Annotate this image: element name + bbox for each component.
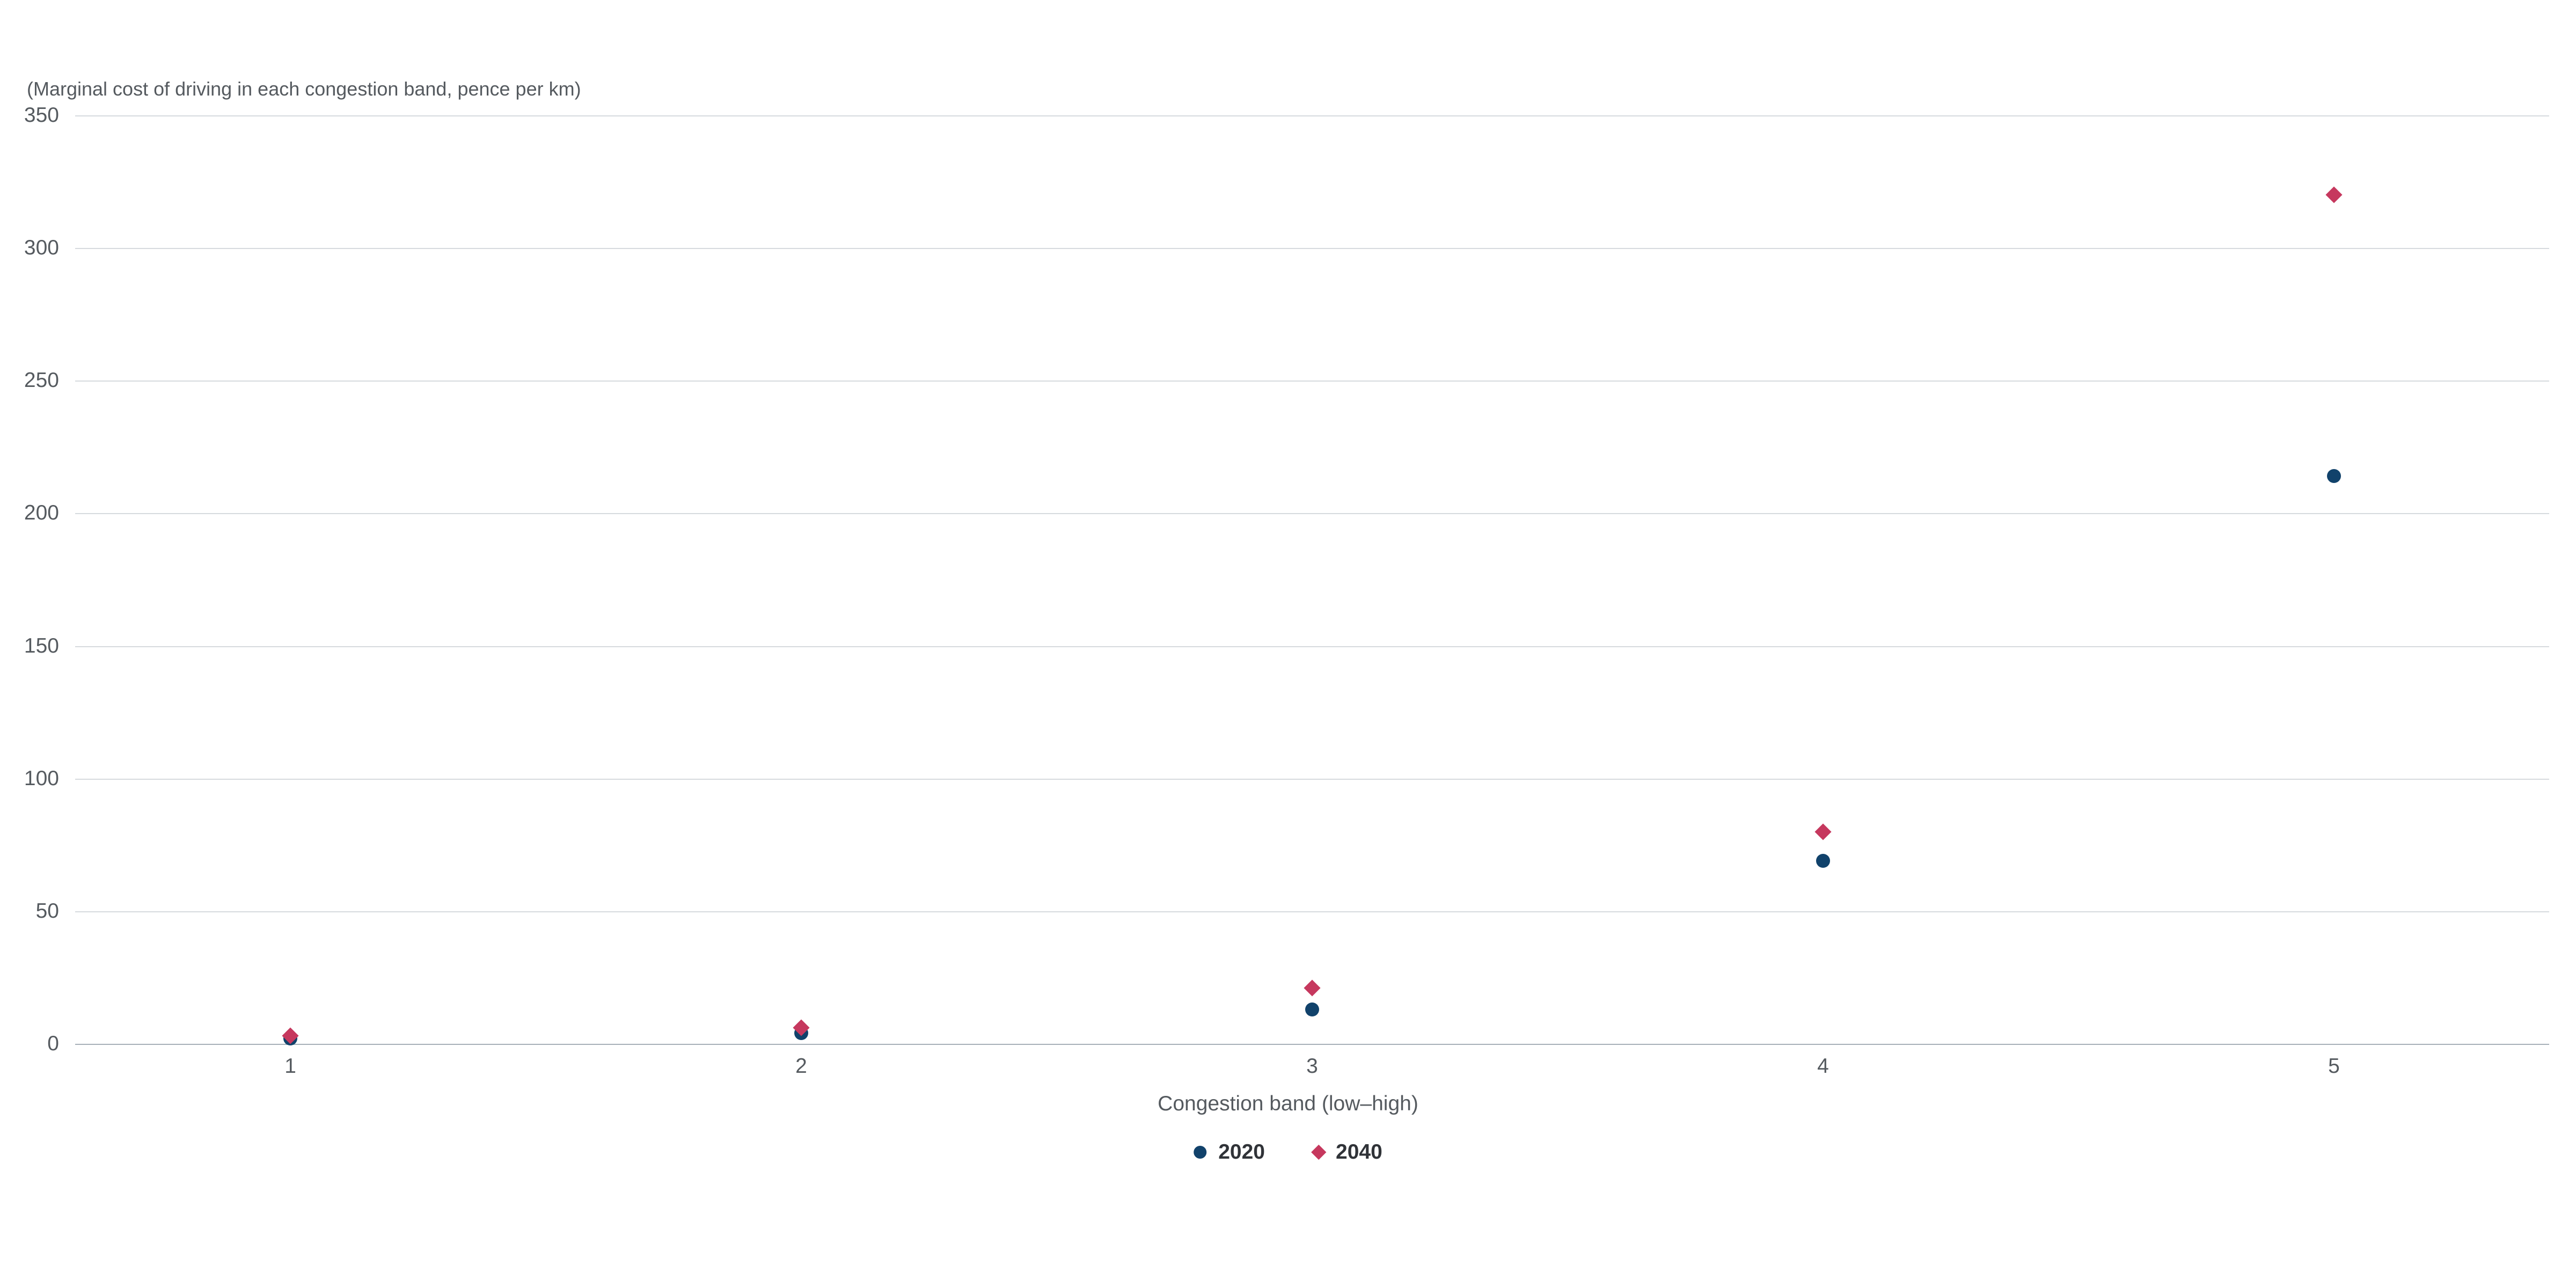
y-tick-label: 300 — [24, 236, 59, 260]
legend-swatch — [1311, 1145, 1326, 1160]
legend-label: 2040 — [1336, 1140, 1382, 1164]
gridline — [75, 646, 2549, 647]
x-tick-label: 2 — [795, 1055, 807, 1078]
data-point — [1304, 980, 1320, 997]
legend: 2020 2040 — [1194, 1140, 1382, 1164]
x-tick-label: 1 — [284, 1055, 296, 1078]
y-tick-label: 200 — [24, 501, 59, 525]
x-axis-title: Congestion band (low–high) — [1158, 1092, 1418, 1116]
x-tick-label: 5 — [2328, 1055, 2340, 1078]
data-point — [2325, 187, 2342, 203]
gridline — [75, 513, 2549, 514]
y-tick-label: 100 — [24, 767, 59, 791]
legend-swatch — [1194, 1146, 1206, 1159]
y-tick-label: 350 — [24, 104, 59, 127]
legend-label: 2020 — [1218, 1140, 1265, 1164]
y-tick-label: 0 — [47, 1032, 59, 1056]
gridline — [75, 380, 2549, 382]
legend-item: 2020 — [1194, 1140, 1265, 1164]
plot-area: 05010015020025030035012345 — [75, 115, 2549, 1044]
legend-item: 2040 — [1313, 1140, 1382, 1164]
gridline — [75, 1044, 2549, 1045]
data-point — [2327, 469, 2341, 483]
gridline — [75, 911, 2549, 912]
x-tick-label: 3 — [1306, 1055, 1318, 1078]
data-point — [1816, 854, 1830, 868]
y-tick-label: 50 — [36, 899, 59, 923]
gridline — [75, 779, 2549, 780]
y-tick-label: 150 — [24, 634, 59, 658]
y-tick-label: 250 — [24, 369, 59, 392]
x-tick-label: 4 — [1817, 1055, 1829, 1078]
gridline — [75, 115, 2549, 116]
data-point — [1305, 1002, 1319, 1016]
data-point — [1814, 823, 1831, 840]
gridline — [75, 248, 2549, 249]
chart-container: (Marginal cost of driving in each conges… — [0, 0, 2576, 1288]
chart-subtitle: (Marginal cost of driving in each conges… — [27, 78, 581, 100]
